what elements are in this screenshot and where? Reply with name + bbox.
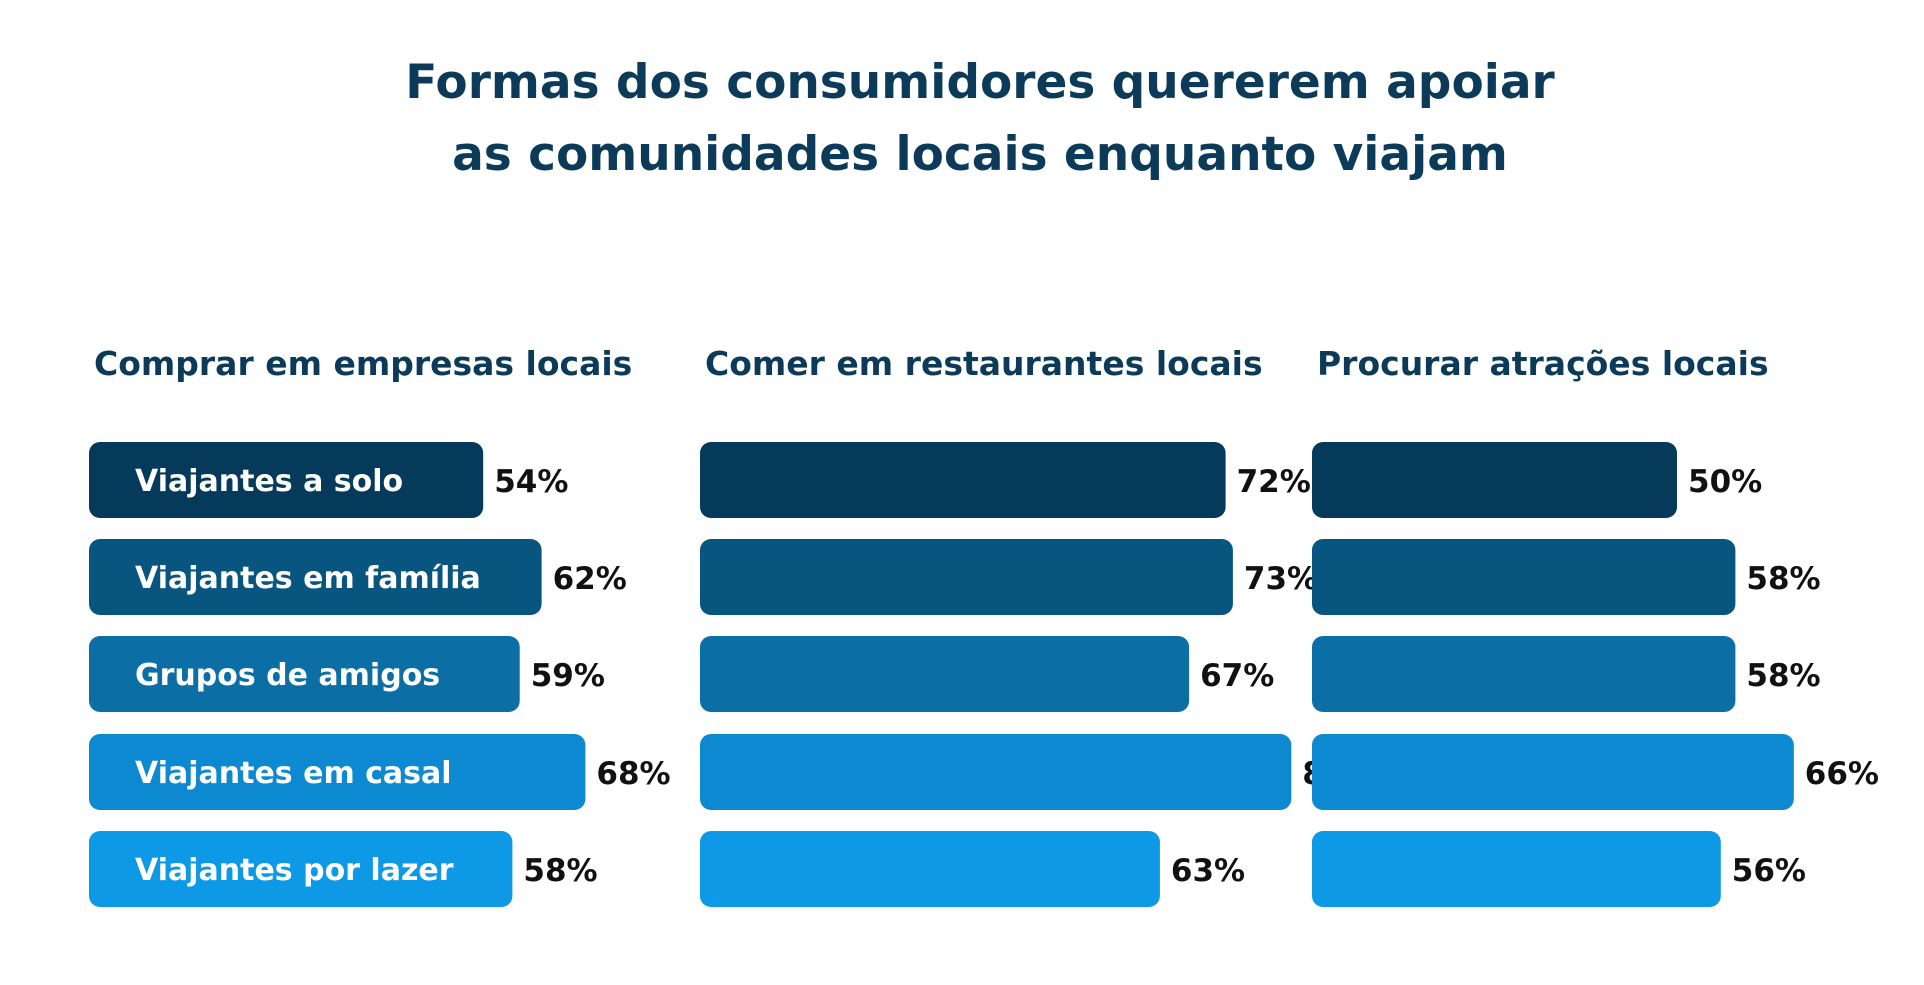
- value-label: 63%: [1171, 853, 1245, 889]
- panel-1: Comprar em empresas locais Viajantes a so…: [89, 344, 671, 907]
- bar: [89, 636, 520, 712]
- bar: [89, 442, 484, 518]
- category-label: Viajantes por lazer: [135, 853, 454, 888]
- bar: [1312, 442, 1677, 518]
- bar: [89, 539, 542, 615]
- bar: [89, 734, 586, 810]
- value-label: 68%: [596, 756, 670, 792]
- panel-title: Procurar atrações locais: [1317, 344, 1769, 383]
- panel-title: Comer em restaurantes locais: [705, 344, 1263, 383]
- panel-title: Comprar em empresas locais: [94, 344, 632, 383]
- bar: [700, 636, 1190, 712]
- chart-title-line-1: Formas dos consumidores quererem apoiar: [405, 55, 1555, 110]
- value-label: 58%: [523, 853, 597, 889]
- bar: [89, 831, 513, 907]
- value-label: 54%: [494, 464, 568, 500]
- value-label: 59%: [531, 658, 605, 694]
- value-label: 50%: [1688, 464, 1762, 500]
- value-label: 72%: [1237, 464, 1311, 500]
- bar: [1312, 539, 1736, 615]
- bar: [700, 831, 1160, 907]
- value-label: 67%: [1200, 658, 1274, 694]
- bar: [1312, 636, 1736, 712]
- value-label: 66%: [1805, 756, 1879, 792]
- value-label: 62%: [553, 561, 627, 597]
- category-label: Viajantes em família: [135, 561, 481, 596]
- value-label: 73%: [1244, 561, 1318, 597]
- bar: [1312, 734, 1794, 810]
- chart-title-line-2: as comunidades locais enquanto viajam: [452, 127, 1508, 182]
- category-label: Viajantes em casal: [135, 756, 452, 791]
- bar: [700, 539, 1233, 615]
- panel-3: Procurar atrações locais 50% 58% 58% 66% 56%: [1312, 344, 1879, 907]
- chart-panels: Comprar em empresas locais Viajantes a so…: [89, 344, 1879, 907]
- panel-2: Comer em restaurantes locais72%73%67%81%…: [700, 344, 1377, 907]
- bar: [700, 734, 1292, 810]
- bar: [1312, 831, 1721, 907]
- value-label: 56%: [1732, 853, 1806, 889]
- bar: [700, 442, 1226, 518]
- value-label: 58%: [1746, 658, 1820, 694]
- category-label: Viajantes a solo: [135, 464, 403, 499]
- category-label: Grupos de amigos: [135, 658, 440, 693]
- value-label: 58%: [1746, 561, 1820, 597]
